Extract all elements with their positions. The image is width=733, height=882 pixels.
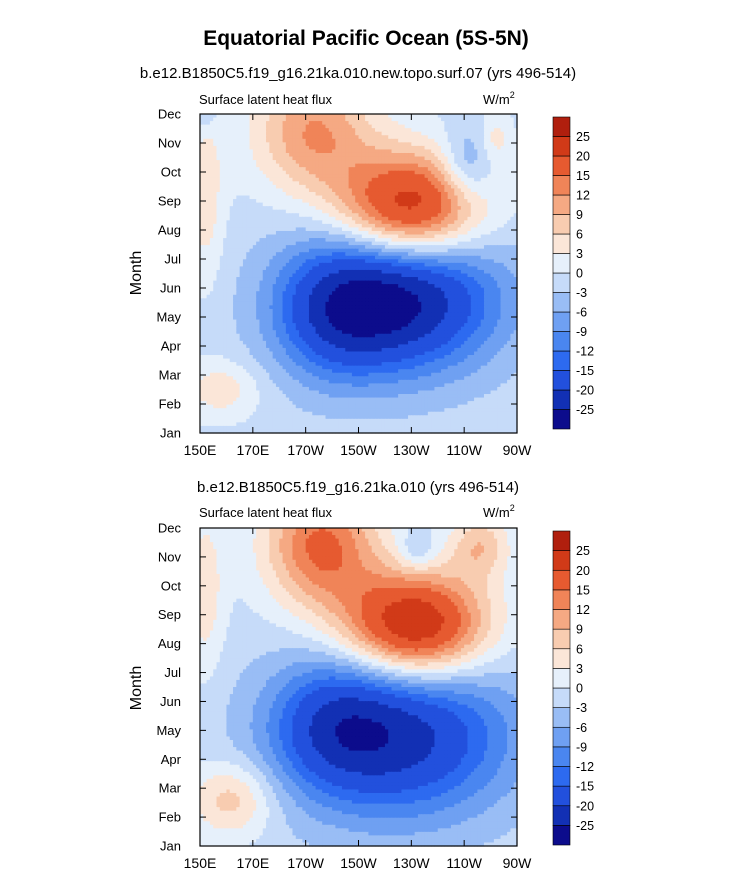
panel-top: b.e12.B1850C5.f19_g16.21ka.010.new.topo.…: [128, 65, 594, 458]
panel-top-contour-field: [200, 114, 518, 434]
panel-top-variable-label: Surface latent heat flux: [199, 92, 332, 107]
panel-top-subtitle: b.e12.B1850C5.f19_g16.21ka.010.new.topo.…: [140, 65, 576, 82]
panel-top-y-axis-label: Month: [128, 251, 145, 295]
figure: Equatorial Pacific Ocean (5S-5N) b.e12.B…: [0, 0, 733, 882]
panel-top-units: W/m2: [483, 90, 515, 107]
figure-title: Equatorial Pacific Ocean (5S-5N): [203, 27, 529, 50]
